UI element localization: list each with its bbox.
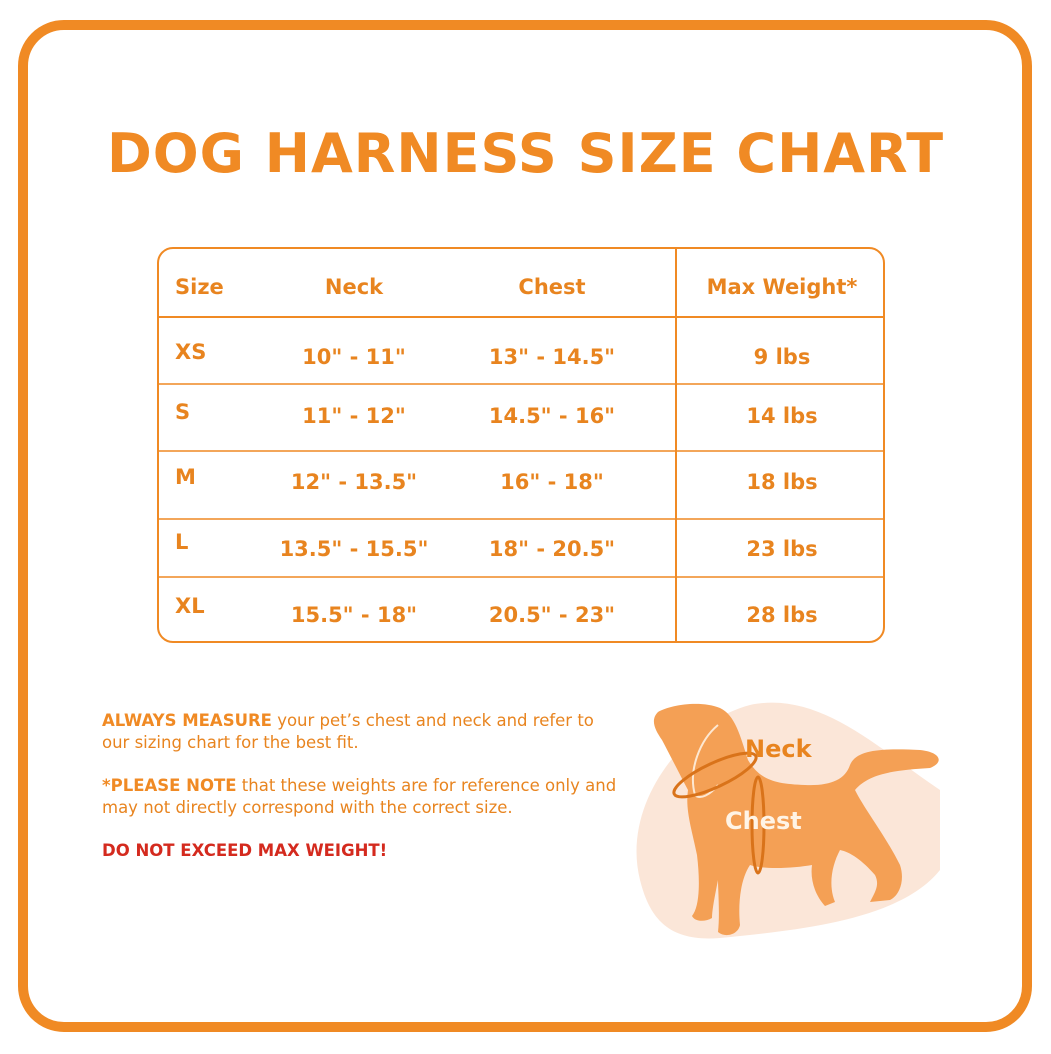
cell-chest: 16" - 18" [500, 470, 604, 494]
measure-note: ALWAYS MEASURE your pet’s chest and neck… [102, 710, 622, 754]
cell-size: XL [175, 594, 205, 618]
cell-chest: 18" - 20.5" [488, 537, 616, 561]
row-divider [159, 576, 883, 578]
cell-max-weight: 14 lbs [746, 404, 818, 428]
outer-frame [18, 20, 1032, 1032]
max-weight-warning: DO NOT EXCEED MAX WEIGHT! [102, 841, 388, 860]
header-chest: Chest [518, 275, 586, 299]
row-divider [159, 450, 883, 452]
header-divider [159, 316, 883, 318]
cell-size: M [175, 465, 196, 489]
header-size: Size [175, 275, 224, 299]
cell-chest: 13" - 14.5" [488, 345, 616, 369]
cell-neck: 10" - 11" [302, 345, 406, 369]
notes: ALWAYS MEASURE your pet’s chest and neck… [102, 710, 622, 883]
cell-chest: 14.5" - 16" [488, 404, 616, 428]
cell-max-weight: 9 lbs [753, 345, 811, 369]
cell-max-weight: 23 lbs [746, 537, 818, 561]
dog-illustration: Neck Chest [600, 680, 950, 964]
row-divider [159, 383, 883, 385]
dog-body [653, 703, 939, 936]
cell-neck: 13.5" - 15.5" [279, 537, 429, 561]
cell-max-weight: 28 lbs [746, 603, 818, 627]
cell-size: XS [175, 340, 207, 364]
neck-label: Neck [745, 735, 812, 763]
cell-size: L [175, 530, 189, 554]
size-table: Size Neck Chest Max Weight* XS 10" - 11" 13" -… [157, 247, 885, 643]
cell-neck: 15.5" - 18" [290, 603, 418, 627]
cell-chest: 20.5" - 23" [488, 603, 616, 627]
header-neck: Neck [324, 275, 384, 299]
row-divider [159, 518, 883, 520]
cell-neck: 12" - 13.5" [290, 470, 418, 494]
column-divider [675, 249, 677, 641]
header-max-weight: Max Weight* [706, 275, 858, 299]
chest-label: Chest [725, 807, 802, 835]
dog-silhouette-icon [636, 702, 940, 939]
weight-note-text: that these weights are for reference onl… [102, 776, 617, 817]
page-title: DOG HARNESS SIZE CHART [106, 122, 945, 185]
weight-note-bold: *PLEASE NOTE [102, 776, 237, 795]
cell-max-weight: 18 lbs [746, 470, 818, 494]
cell-size: S [175, 400, 191, 424]
cell-neck: 11" - 12" [302, 404, 406, 428]
weight-note: *PLEASE NOTE that these weights are for … [102, 775, 622, 819]
measure-note-bold: ALWAYS MEASURE [102, 711, 272, 730]
measure-note-text: your pet’s chest and neck and refer to o… [102, 711, 594, 752]
